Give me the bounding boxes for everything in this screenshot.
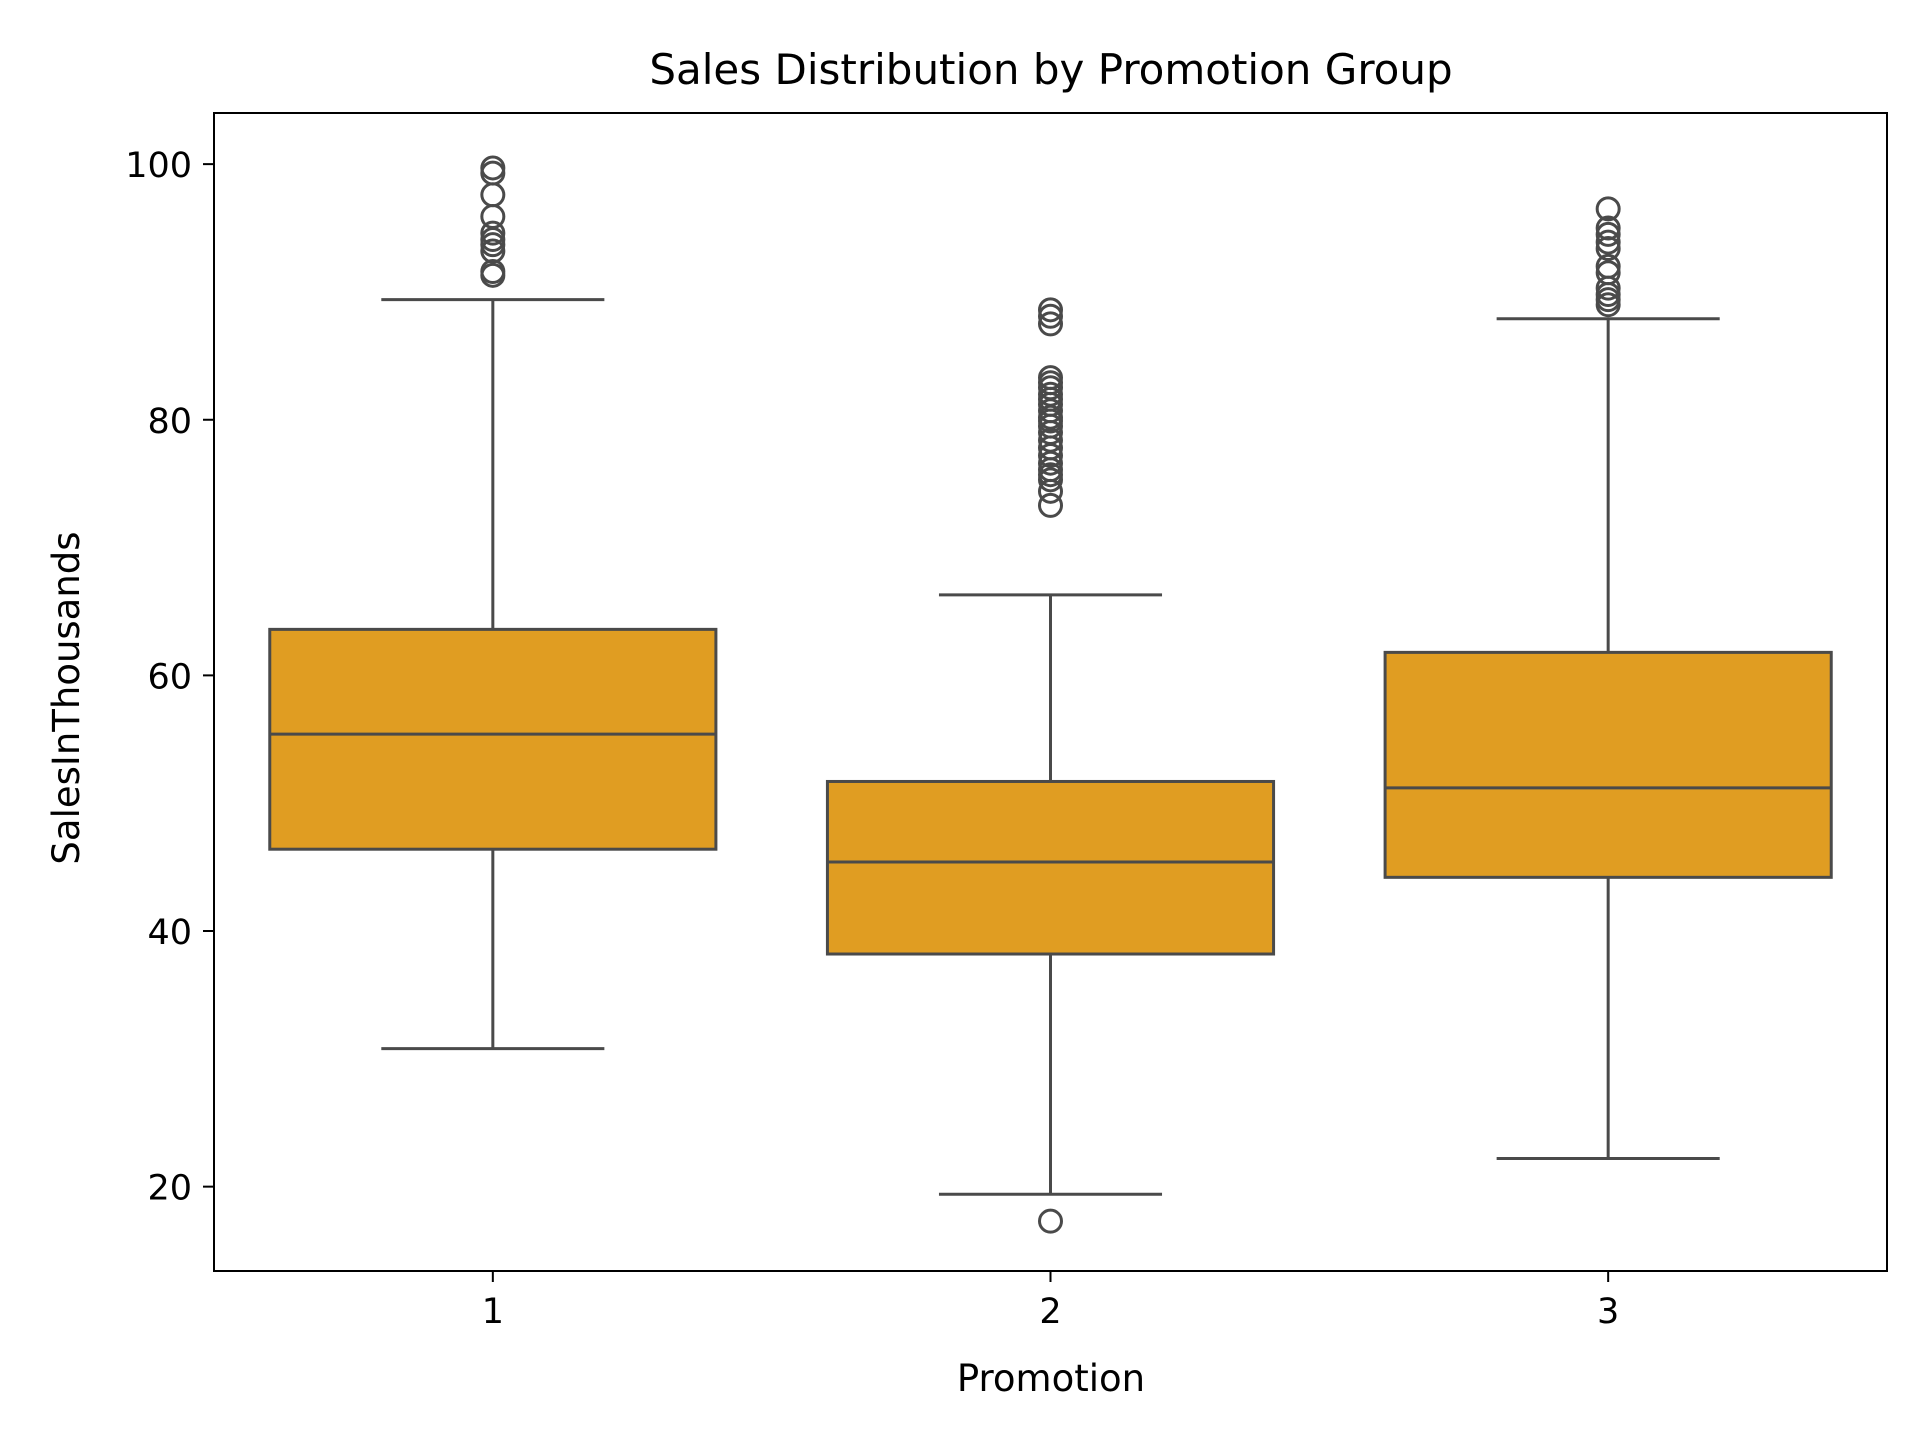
outlier-point	[1038, 1208, 1063, 1234]
x-tick-label: 1	[482, 1292, 504, 1332]
outlier-point	[1595, 229, 1621, 255]
outlier-point	[1038, 450, 1063, 476]
y-axis-label: SalesInThousands	[45, 531, 88, 864]
y-tick-label: 100	[125, 146, 192, 186]
chart-marks	[268, 155, 1833, 1234]
outlier-point	[480, 220, 506, 246]
outlier-point	[1595, 235, 1621, 261]
y-tick-label: 20	[147, 1169, 192, 1209]
outlier-point	[1595, 221, 1621, 247]
outlier-point	[1595, 292, 1621, 318]
x-tick-label: 3	[1597, 1292, 1619, 1332]
outlier-point	[480, 160, 506, 186]
x-tick-label: 2	[1039, 1292, 1061, 1332]
y-tick-label: 80	[147, 402, 192, 442]
outlier-point	[1595, 275, 1621, 301]
iqr-box	[825, 779, 1276, 956]
box-group-2	[825, 297, 1276, 1234]
box-group-3	[1383, 196, 1833, 1161]
iqr-box	[268, 627, 718, 851]
outlier-point	[480, 232, 506, 258]
outlier-point	[480, 182, 506, 208]
x-axis-label: Promotion	[957, 1357, 1145, 1400]
outlier-point	[480, 262, 506, 288]
y-tick-label: 40	[147, 913, 192, 953]
chart-axes: 20 40 60 80 100 1 2 3	[125, 112, 1888, 1332]
outlier-point	[1038, 467, 1063, 493]
iqr-box	[1383, 650, 1833, 879]
outlier-point	[1038, 478, 1063, 504]
chart-title: Sales Distribution by Promotion Group	[649, 45, 1452, 94]
outlier-point	[1038, 492, 1063, 518]
outlier-point	[480, 238, 506, 264]
outlier-point	[480, 155, 506, 181]
outlier-point	[1038, 303, 1063, 329]
outlier-point	[1595, 215, 1621, 241]
outlier-point	[1038, 311, 1063, 337]
outlier-point	[1038, 443, 1063, 469]
box-group-1	[268, 155, 718, 1051]
y-tick-label: 60	[147, 657, 192, 697]
outlier-point	[1038, 297, 1063, 323]
outlier-point	[1595, 196, 1621, 222]
